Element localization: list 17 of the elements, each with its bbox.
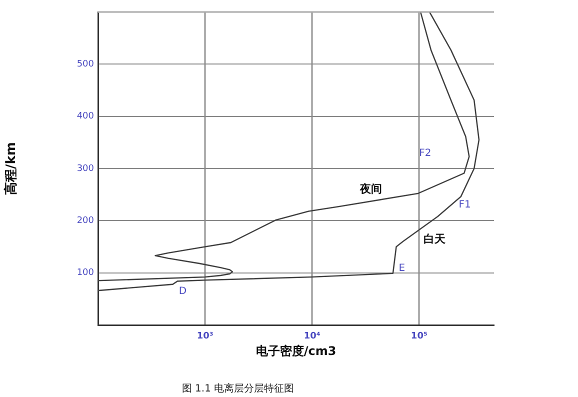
- caption: 图 1.1 电离层分层特征图: [182, 382, 294, 395]
- series-label: 白天: [424, 232, 447, 246]
- y-tick-label: 400: [76, 112, 94, 122]
- y-tick-label: 500: [76, 60, 94, 70]
- y-axis-title: 高程/km: [3, 142, 20, 195]
- y-tick-label: 100: [76, 268, 94, 278]
- y-tick-label: 300: [76, 164, 94, 174]
- x-tick-label: 10³: [196, 332, 214, 342]
- x-axis-title: 电子密度/cm3: [256, 344, 336, 358]
- x-tick-label: 10⁵: [410, 332, 428, 342]
- x-tick-label: 10⁴: [304, 332, 320, 342]
- y-tick-label: 200: [76, 216, 94, 226]
- annotation: F2: [419, 148, 432, 160]
- annotation: E: [398, 262, 406, 274]
- series-label: 夜间: [358, 182, 382, 196]
- annotation: D: [178, 286, 187, 297]
- annotation: F1: [458, 199, 471, 210]
